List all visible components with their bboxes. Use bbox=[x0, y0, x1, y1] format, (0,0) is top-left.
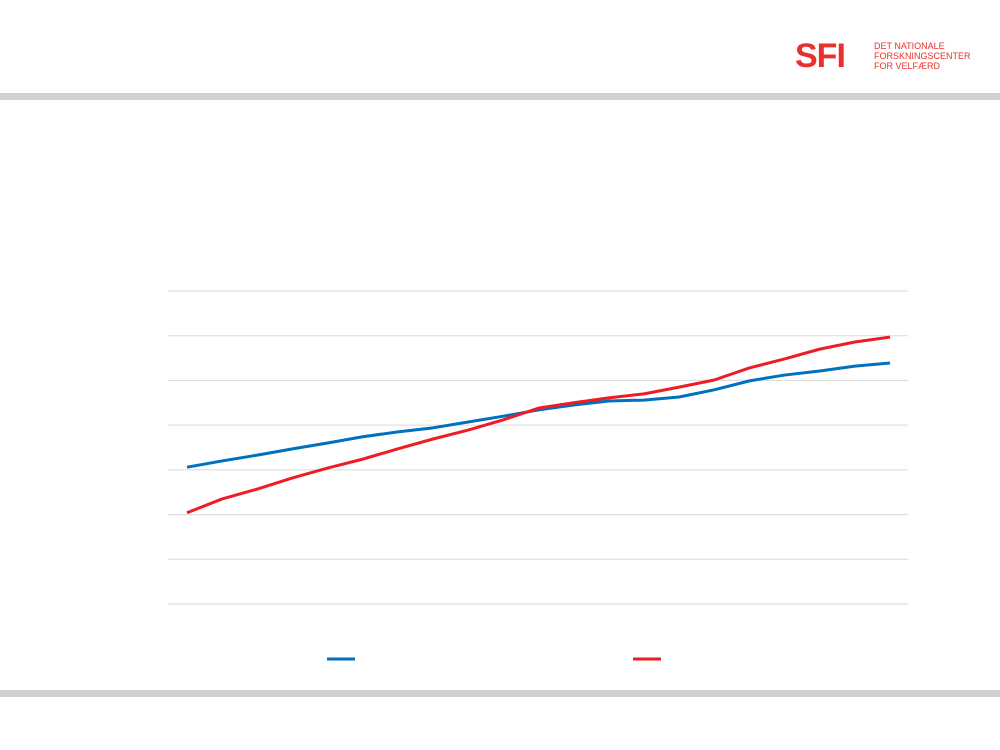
logo-mark: SFI bbox=[795, 37, 845, 75]
top-rule bbox=[0, 93, 1000, 100]
logo-text: FORSKNINGSCENTER bbox=[874, 51, 971, 61]
logo-text: DET NATIONALE bbox=[874, 41, 945, 51]
series-line bbox=[186, 335, 891, 515]
series-line bbox=[186, 361, 891, 469]
logo-text: FOR VELFÆRD bbox=[874, 61, 941, 71]
bottom-rule bbox=[0, 690, 1000, 697]
